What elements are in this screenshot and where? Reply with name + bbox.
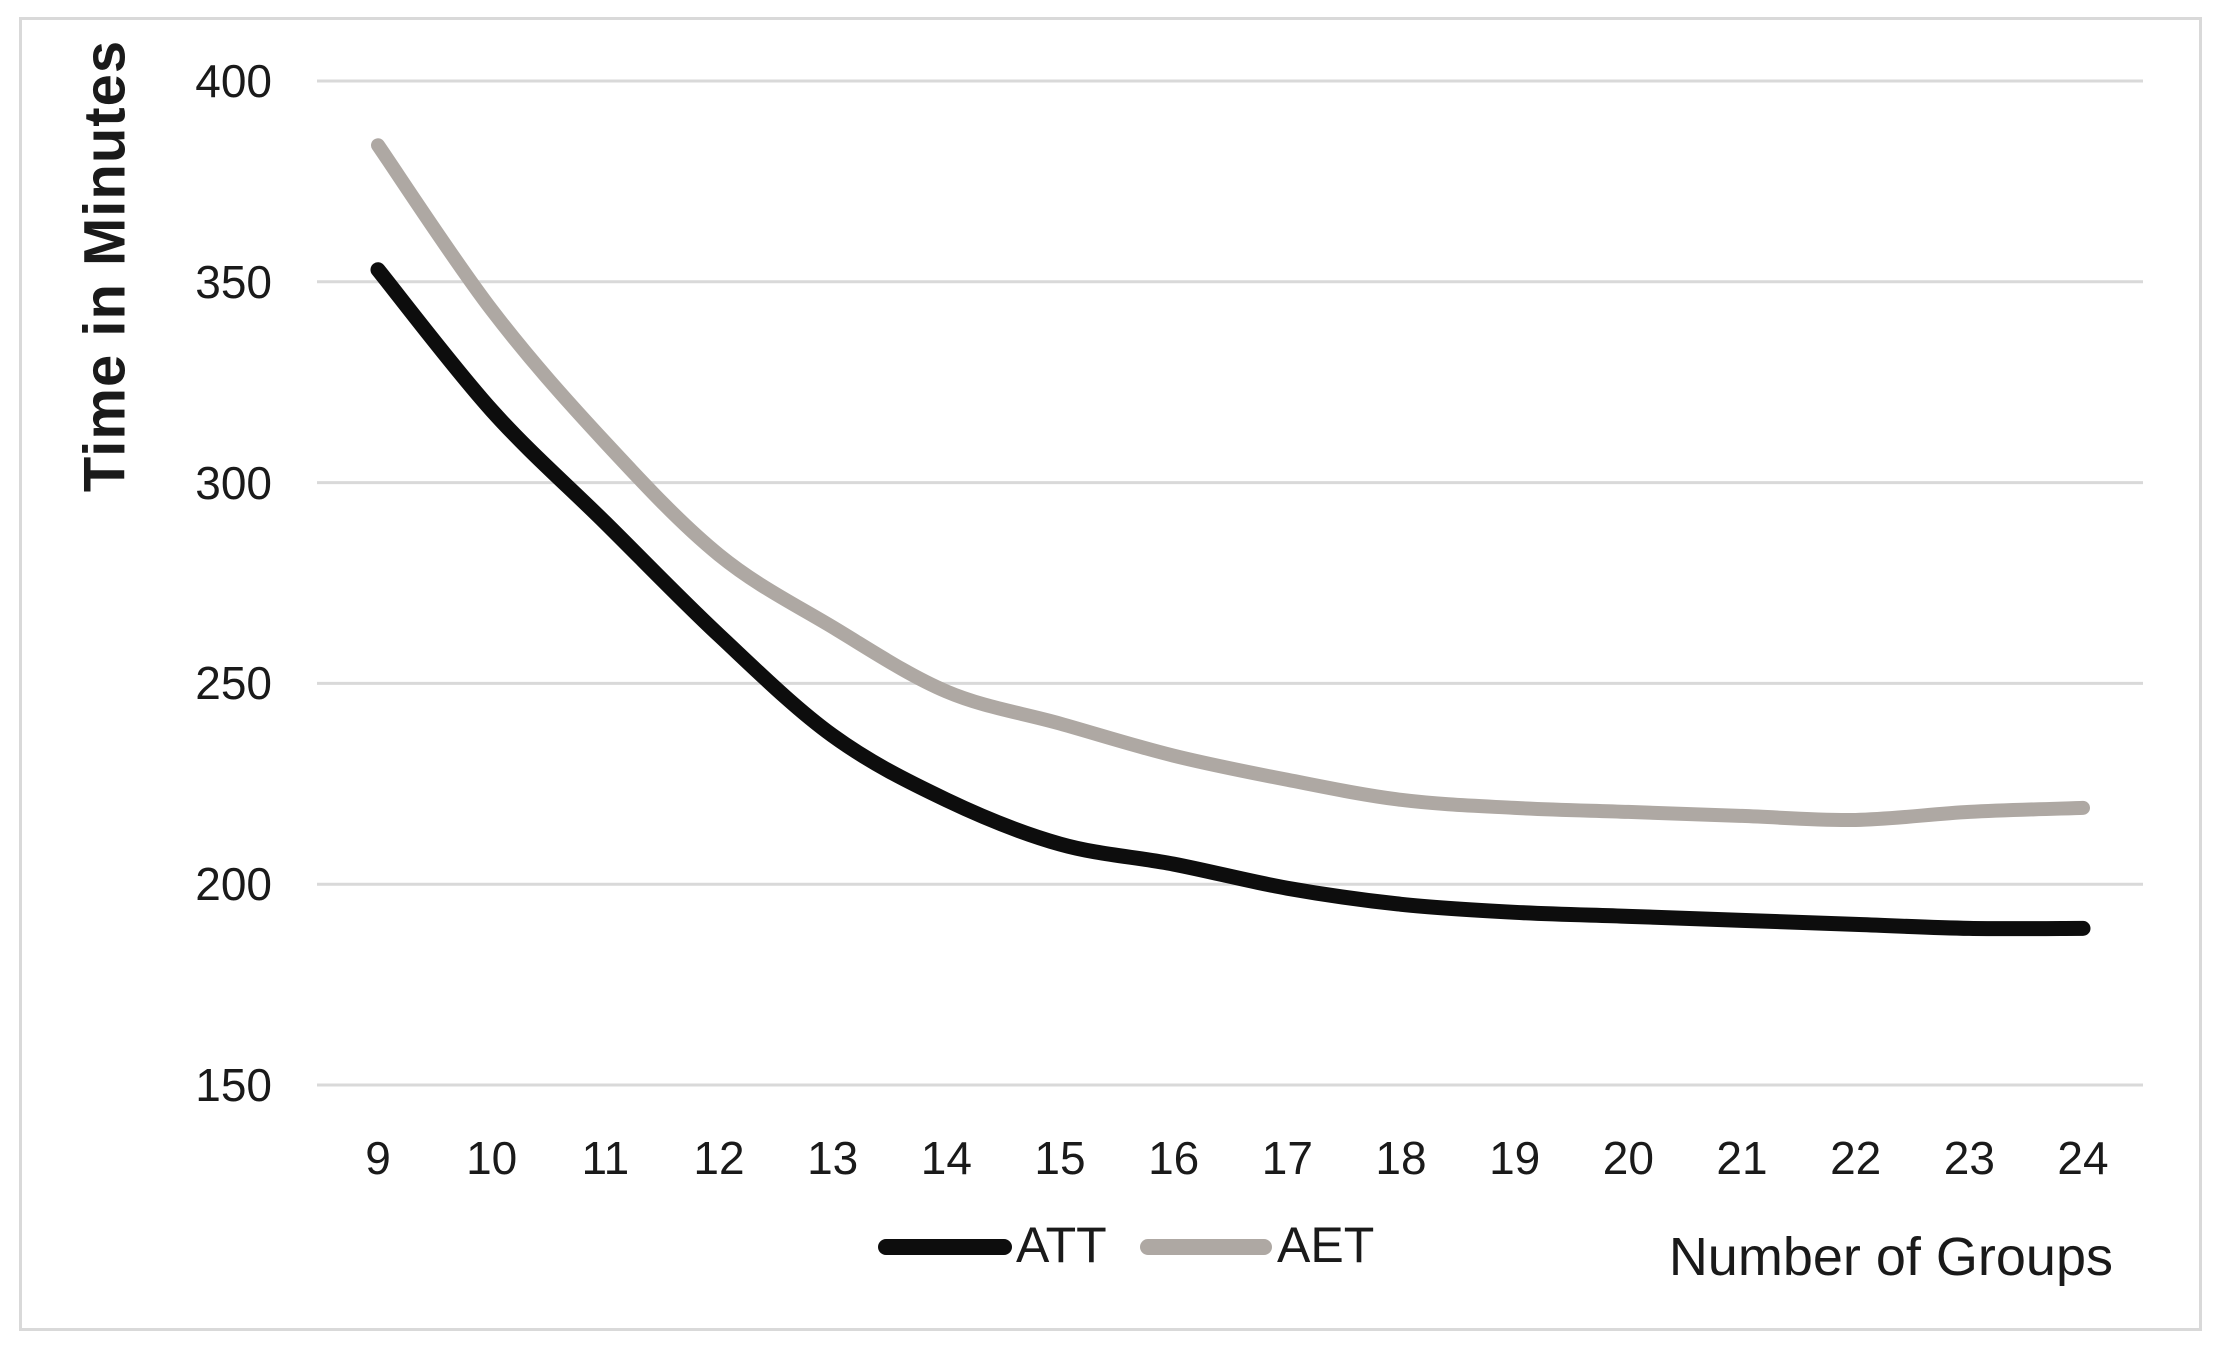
x-tick-label-14: 14: [920, 1132, 972, 1184]
x-tick-label-20: 20: [1602, 1132, 1654, 1184]
x-tick-label-17: 17: [1261, 1132, 1313, 1184]
x-tick-label-11: 11: [581, 1132, 630, 1184]
x-tick-label-16: 16: [1148, 1132, 1200, 1184]
x-tick-label-19: 19: [1489, 1132, 1541, 1184]
x-axis-title: Number of Groups: [1668, 1227, 2113, 1287]
x-tick-label-23: 23: [1943, 1132, 1995, 1184]
legend-swatch-att: [878, 1239, 1012, 1255]
x-tick-label-13: 13: [807, 1132, 859, 1184]
series-line-aet: [371, 138, 2090, 828]
legend-swatch-aet: [1140, 1239, 1272, 1255]
x-tick-label-10: 10: [466, 1132, 518, 1184]
x-tick-label-21: 21: [1716, 1132, 1768, 1184]
x-tick-label-18: 18: [1375, 1132, 1427, 1184]
y-tick-label-350: 350: [195, 255, 272, 308]
y-axis-title: Time in Minutes: [72, 39, 138, 493]
legend-label-aet: AET: [1277, 1217, 1375, 1273]
y-tick-label-150: 150: [195, 1059, 272, 1111]
x-tick-label-12: 12: [693, 1132, 745, 1184]
y-tick-label-200: 200: [195, 858, 272, 911]
figure-border: [19, 17, 2202, 1331]
series-line-att: [370, 262, 2091, 937]
x-tick-label-9: 9: [365, 1132, 391, 1184]
x-tick-label-24: 24: [2057, 1132, 2109, 1184]
y-tick-label-250: 250: [195, 657, 272, 710]
y-tick-label-300: 300: [195, 456, 272, 509]
y-tick-label-400: 400: [195, 55, 272, 107]
x-tick-label-15: 15: [1034, 1132, 1086, 1184]
x-tick-label-22: 22: [1830, 1132, 1882, 1184]
legend-label-att: ATT: [1016, 1217, 1107, 1273]
